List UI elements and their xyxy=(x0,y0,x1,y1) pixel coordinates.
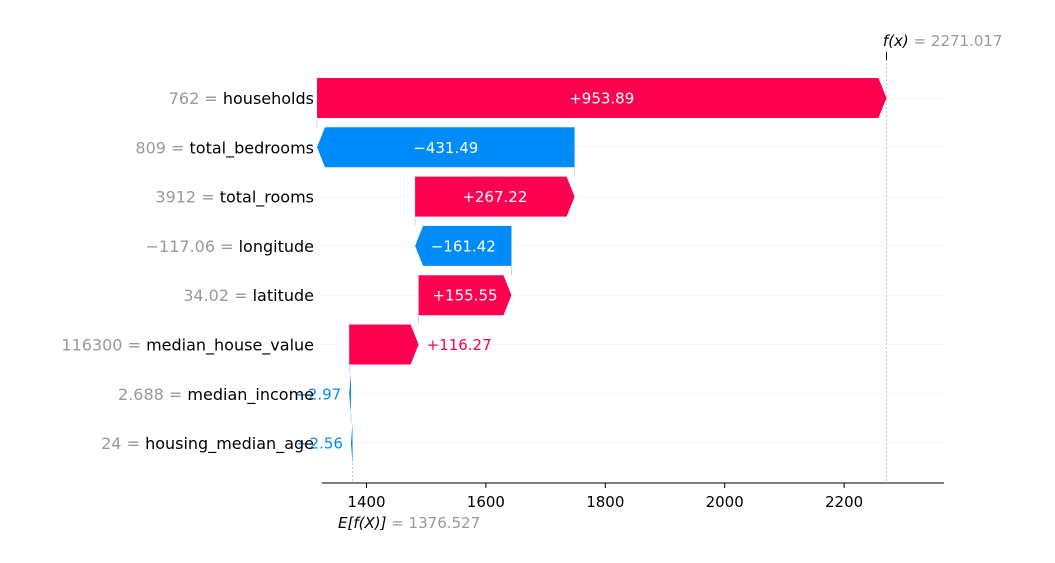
feature-name: median_house_value xyxy=(146,336,314,356)
feature-value: 3912 = xyxy=(155,188,219,207)
base-number: = 1376.527 xyxy=(386,514,480,532)
feature-value: 24 = xyxy=(101,434,145,453)
feature-name: latitude xyxy=(253,286,314,305)
output-value-annotation: f(x) = 2271.017 xyxy=(883,32,1003,50)
bar-label-housing_median_age: −2.56 xyxy=(297,435,343,453)
contribution-bars: +953.89 −431.49 +267.22 −161.42 +155.55 +116.… xyxy=(295,78,887,464)
bar-label-latitude: +155.55 xyxy=(432,287,497,305)
feature-value: 34.02 = xyxy=(183,286,252,305)
feature-value: 2.688 = xyxy=(118,385,187,404)
bar-median_house_value xyxy=(349,324,419,365)
bar-latitude xyxy=(418,275,512,316)
bar-label-total_bedrooms: −431.49 xyxy=(413,139,478,157)
bar-total_rooms xyxy=(415,176,575,217)
feature-value: 762 = xyxy=(169,89,223,108)
feature-name: median_income xyxy=(187,385,314,405)
feature-value: −117.06 = xyxy=(146,237,239,256)
bar-longitude xyxy=(415,225,512,266)
feature-name: total_bedrooms xyxy=(190,138,314,158)
bar-label-median_income: −2.97 xyxy=(295,385,341,403)
feature-label-median_income: 2.688 = median_income xyxy=(118,385,314,405)
feature-label-longitude: −117.06 = longitude xyxy=(146,237,314,256)
base-value-annotation: E[f(X)] = 1376.527 xyxy=(338,514,480,532)
feature-name: total_rooms xyxy=(220,188,314,208)
output-number: = 2271.017 xyxy=(909,32,1003,50)
feature-value: 809 = xyxy=(135,138,189,157)
bar-median_income xyxy=(349,373,351,414)
x-tick-label-2200: 2200 xyxy=(825,493,863,511)
feature-label-housing_median_age: 24 = housing_median_age xyxy=(101,434,314,454)
x-tick-label-1600: 1600 xyxy=(467,493,505,511)
feature-label-latitude: 34.02 = latitude xyxy=(183,286,314,305)
x-tick-label-1400: 1400 xyxy=(347,493,385,511)
base-expression: E[f(X)] xyxy=(338,514,387,532)
feature-value: 116300 = xyxy=(61,336,146,355)
bar-total_bedrooms xyxy=(317,127,575,168)
value-annotations: f(x) = 2271.017 E[f(X)] = 1376.527 xyxy=(338,32,1002,532)
feature-label-households: 762 = households xyxy=(169,89,314,108)
bar-label-longitude: −161.42 xyxy=(431,237,496,255)
feature-name: households xyxy=(223,89,314,108)
x-tick-label-2000: 2000 xyxy=(706,493,744,511)
x-tick-label-1800: 1800 xyxy=(586,493,624,511)
feature-label-total_bedrooms: 809 = total_bedrooms xyxy=(135,138,314,158)
bar-label-median_house_value: +116.27 xyxy=(427,336,492,354)
feature-name: longitude xyxy=(239,237,314,256)
bar-label-total_rooms: +267.22 xyxy=(462,188,527,206)
feature-labels: 762 = households 809 = total_bedrooms 3912… xyxy=(61,89,314,454)
feature-label-median_house_value: 116300 = median_house_value xyxy=(61,336,314,356)
feature-label-total_rooms: 3912 = total_rooms xyxy=(155,188,314,208)
feature-name: housing_median_age xyxy=(145,434,314,454)
output-expression: f(x) xyxy=(883,32,909,50)
x-axis: 1400 1600 1800 2000 2200 xyxy=(321,482,944,511)
bar-housing_median_age xyxy=(350,423,353,464)
bar-label-households: +953.89 xyxy=(569,90,634,108)
bar-households xyxy=(317,78,887,118)
reference-lines xyxy=(316,55,887,483)
